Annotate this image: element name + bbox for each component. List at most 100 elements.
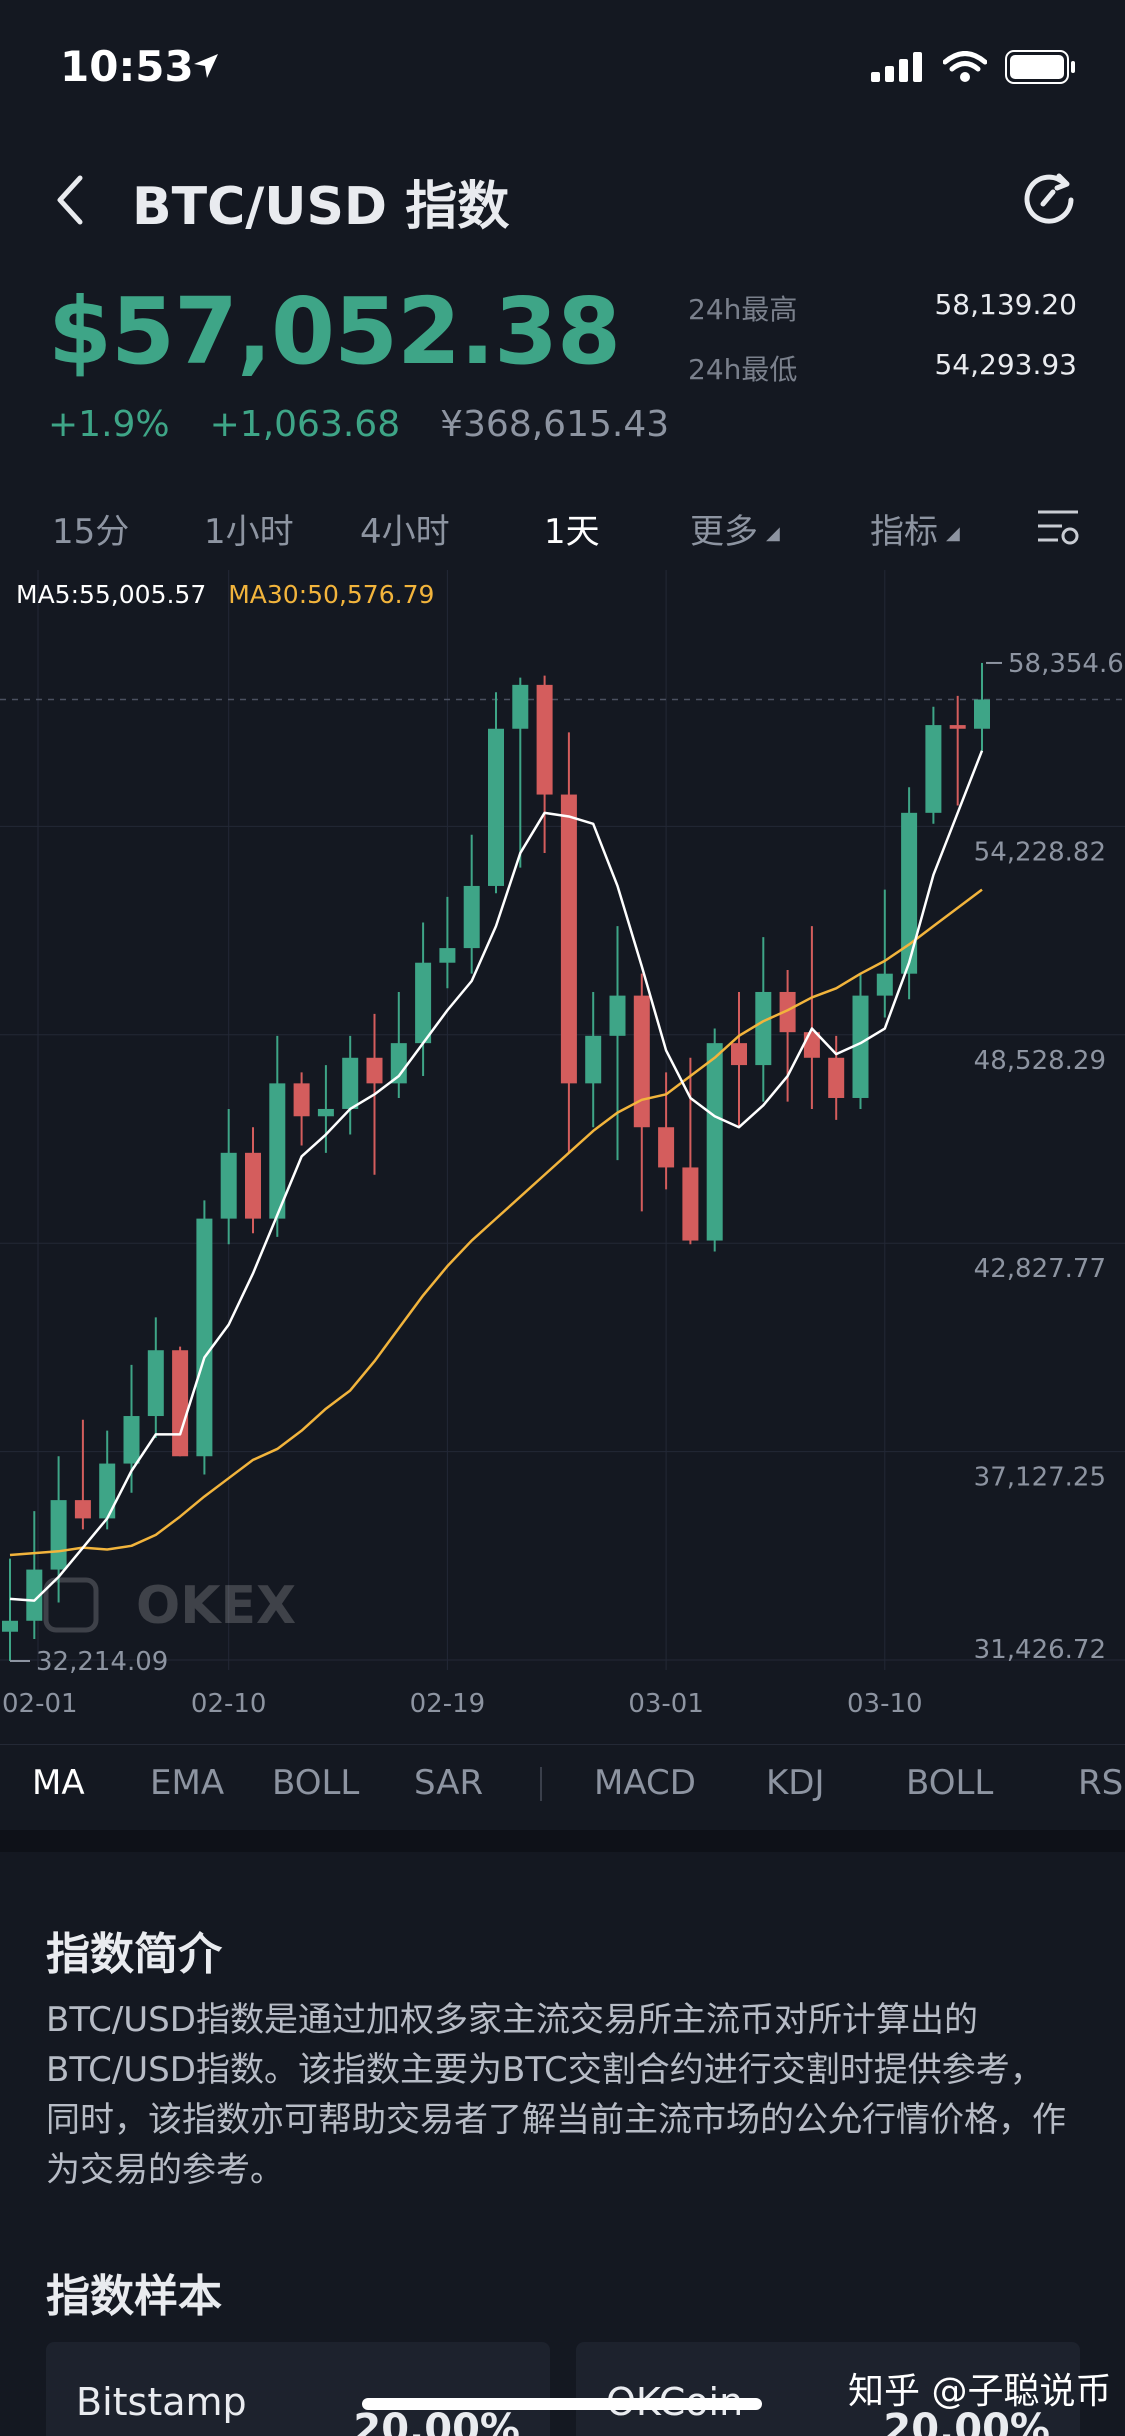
candle-body <box>949 725 966 729</box>
sample-weight: 20.00% <box>883 2406 1050 2436</box>
candle-body <box>585 1035 602 1084</box>
x-axis-label: 03-10 <box>847 1689 923 1719</box>
candle-body <box>488 728 504 886</box>
sample-card[interactable]: OKCoin 20.00% <box>576 2342 1080 2436</box>
candle-body <box>682 1167 699 1241</box>
candle-body <box>196 1218 213 1457</box>
candle-body <box>560 794 577 1084</box>
tab-kdj[interactable]: KDJ <box>766 1763 825 1803</box>
tab-1h[interactable]: 1小时 <box>204 512 294 552</box>
okex-logo-icon <box>43 1577 99 1633</box>
y-axis-label: 48,528.29 <box>974 1046 1106 1076</box>
signal-icon <box>871 52 922 82</box>
cny-price: ¥368,615.43 <box>440 404 670 445</box>
candle-body <box>828 1057 845 1098</box>
tab-more-label: 更多 <box>690 512 758 552</box>
high-24h-value: 58,139.20 <box>934 288 1077 321</box>
candle-body <box>925 725 942 813</box>
tab-ema[interactable]: EMA <box>150 1763 225 1803</box>
okex-watermark-text: OKEX <box>136 1576 296 1636</box>
candle-body <box>633 995 650 1128</box>
y-axis-label: 42,827.77 <box>974 1254 1106 1284</box>
candle-body <box>536 684 553 795</box>
candle-body <box>755 991 772 1066</box>
x-axis-label: 02-01 <box>2 1689 78 1719</box>
tab-boll-main[interactable]: BOLL <box>272 1763 360 1803</box>
tab-boll-sub[interactable]: BOLL <box>906 1763 994 1803</box>
sample-weight: 20.00% <box>353 2406 520 2436</box>
high-24h-label: 24h最高 <box>688 293 798 326</box>
change-amount: +1,063.68 <box>209 404 401 445</box>
caret-down-icon: ◢ <box>766 523 780 544</box>
indicator-tabs: MA EMA BOLL SAR MACD KDJ BOLL RSI <box>0 1744 1125 1820</box>
price-change-row: +1.9% +1,063.68 ¥368,615.43 <box>48 404 669 445</box>
candle-body <box>706 1043 723 1241</box>
min-price-label: 32,214.09 <box>36 1647 168 1677</box>
zhihu-watermark: 知乎 @子聪说币 <box>848 2371 1112 2412</box>
tab-more[interactable]: 更多 ◢ <box>690 504 780 553</box>
status-icons <box>871 50 1077 84</box>
refresh-button[interactable] <box>1021 170 1077 226</box>
sample-name: Bitstamp <box>76 2380 247 2424</box>
ma30-legend: MA30:50,576.79 <box>228 580 435 609</box>
candle-body <box>342 1057 359 1109</box>
tab-sar[interactable]: SAR <box>414 1763 484 1803</box>
candle-body <box>439 948 456 963</box>
section-divider <box>0 1830 1125 1852</box>
candle-body <box>293 1083 310 1117</box>
ma5-legend: MA5:55,005.57 <box>16 580 207 609</box>
candle-body <box>220 1152 237 1219</box>
tab-4h[interactable]: 4小时 <box>360 512 450 552</box>
candle-body <box>50 1500 67 1570</box>
caret-down-icon: ◢ <box>946 523 960 544</box>
candle-body <box>99 1463 116 1519</box>
candle-body <box>147 1350 164 1417</box>
candle-body <box>609 995 626 1036</box>
candle-body <box>731 1043 747 1066</box>
candle-body <box>366 1057 383 1084</box>
tab-indicators-label: 指标 <box>870 512 938 552</box>
candle-body <box>658 1127 675 1168</box>
candle-body <box>512 684 529 729</box>
sample-card[interactable]: Bitstamp 20.00% <box>46 2342 550 2436</box>
candle-body <box>779 991 796 1033</box>
candle-body <box>2 1620 18 1632</box>
okex-watermark: OKEX <box>43 1576 296 1636</box>
candlestick-chart[interactable]: 54,228.82 48,528.29 42,827.77 37,127.25 31,4… <box>0 570 1125 1730</box>
chart-settings-button[interactable] <box>1036 508 1080 557</box>
tab-rsi[interactable]: RSI <box>1078 1763 1125 1803</box>
candle-body <box>74 1500 91 1519</box>
location-arrow-icon <box>192 52 220 84</box>
chevron-left-icon <box>57 175 83 225</box>
candle-body <box>245 1152 261 1219</box>
tab-indicators[interactable]: 指标 ◢ <box>870 504 960 553</box>
refresh-icon <box>1024 173 1074 224</box>
candle-body <box>123 1416 140 1464</box>
battery-icon <box>1005 50 1075 84</box>
candle-body <box>26 1569 43 1621</box>
page-title: BTC/USD 指数 <box>132 177 510 237</box>
status-time: 10:53 <box>60 42 194 91</box>
tab-divider <box>540 1767 542 1801</box>
tab-15m[interactable]: 15分 <box>52 512 130 552</box>
back-button[interactable] <box>48 168 96 232</box>
x-axis-label: 02-10 <box>191 1689 267 1719</box>
candle-body <box>390 1043 407 1084</box>
x-axis-label: 03-01 <box>628 1689 704 1719</box>
intro-text: BTC/USD指数是通过加权多家主流交易所主流币对所计算出的BTC/USD指数。… <box>46 2000 1066 2190</box>
ma5-line <box>9 750 984 1602</box>
tab-1d[interactable]: 1天 <box>544 512 600 552</box>
change-percent: +1.9% <box>48 404 170 445</box>
tab-ma[interactable]: MA <box>32 1763 85 1803</box>
y-axis-label: 54,228.82 <box>974 837 1106 867</box>
intro-title: 指数简介 <box>46 1929 222 1980</box>
candle-body <box>172 1350 189 1457</box>
candle-body <box>901 812 918 974</box>
ma-legend: MA5:55,005.57 MA30:50,576.79 <box>16 580 434 609</box>
candle-body <box>415 962 432 1044</box>
candle-body <box>463 885 480 949</box>
candle-body <box>269 1083 286 1219</box>
tab-macd[interactable]: MACD <box>594 1763 696 1803</box>
samples-title: 指数样本 <box>46 2271 222 2322</box>
home-indicator <box>362 2398 762 2410</box>
